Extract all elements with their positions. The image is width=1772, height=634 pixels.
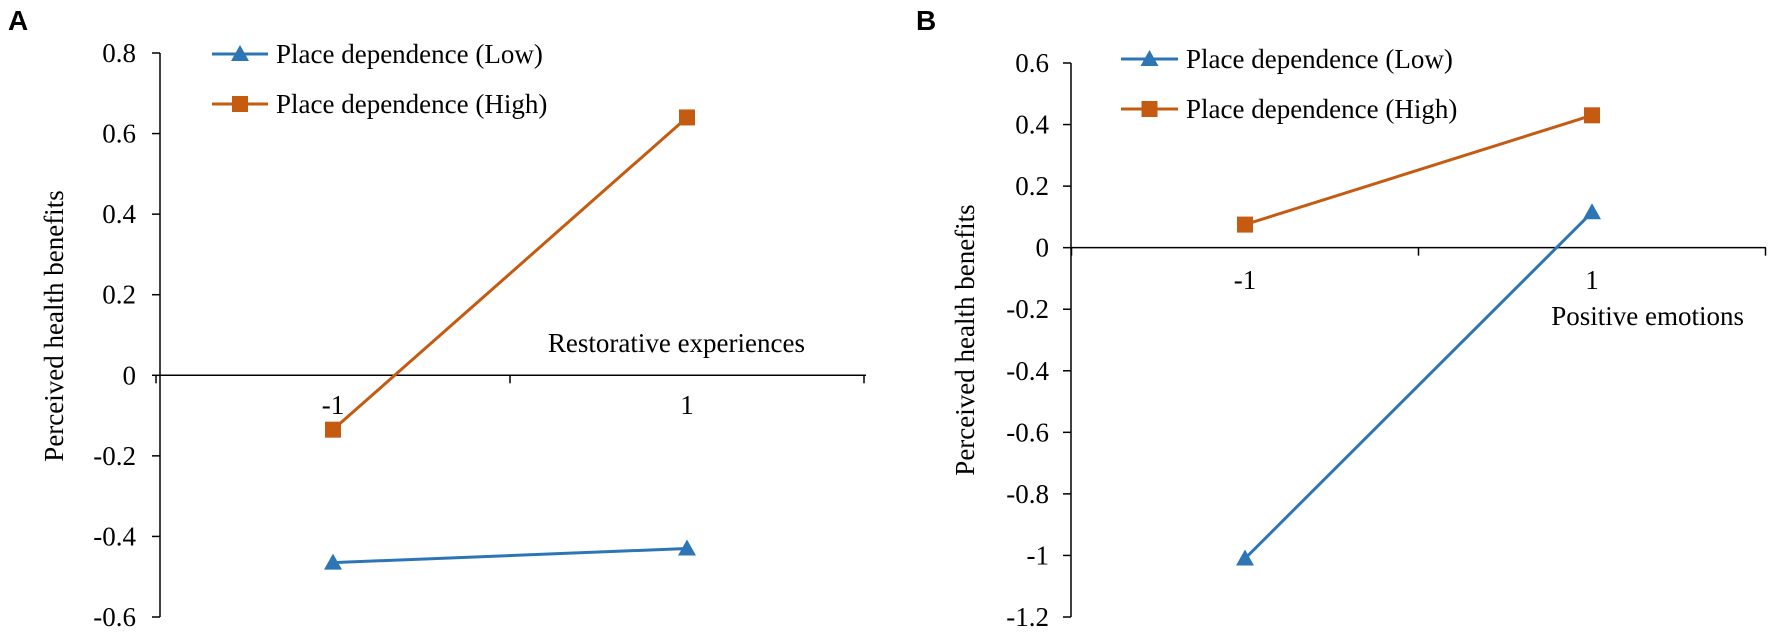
panel-b-x-tick-label: 1 <box>1585 265 1599 295</box>
panel-b-y-tick-label: -0.4 <box>1006 356 1049 386</box>
panel-a-y-tick-label: -0.2 <box>93 441 136 471</box>
panel-b-y-axis-title: Perceived health benefits <box>950 204 980 475</box>
panel-a-series-high-point <box>325 421 341 438</box>
panel-b-series-high-point <box>1584 107 1600 124</box>
panel-a-y-tick-label: 0.6 <box>102 119 136 149</box>
panel-b-x-axis-title: Positive emotions <box>1551 301 1744 331</box>
panel-a-y-tick-label: -0.4 <box>93 521 136 551</box>
panel-a-x-axis-title: Restorative experiences <box>548 328 805 358</box>
panel-b-legend-low-label: Place dependence (Low) <box>1186 44 1453 74</box>
panel-b-y-tick-label: -0.6 <box>1006 417 1049 447</box>
panel-b-y-tick-label: -0.8 <box>1006 479 1049 509</box>
panel-a-series-low-line <box>332 547 688 565</box>
panel-b-y-tick-label: 0.2 <box>1015 171 1049 201</box>
panel-a-x-tick-label: -1 <box>322 390 345 420</box>
panel-a-legend-high-marker <box>232 96 248 112</box>
panel-b-y-tick-label: 0.4 <box>1015 110 1049 140</box>
panel-b-legend-high-marker <box>1141 101 1158 117</box>
panel-b-legend-high-label: Place dependence (High) <box>1186 94 1457 124</box>
panel-a-y-tick-label: 0 <box>123 360 137 390</box>
panel-a-y-tick-label: 0.2 <box>102 280 136 310</box>
panel-a-series-low-point <box>324 553 342 570</box>
panel-b-y-tick-label: 0 <box>1036 233 1050 263</box>
panel-b-series-low-point <box>1236 549 1254 566</box>
panel-a-legend-low-marker <box>231 45 249 61</box>
panel-b-series-low-line <box>1243 211 1594 560</box>
panel-a-legend-high-label: Place dependence (High) <box>276 89 547 119</box>
panel-b-y-tick-label: -0.2 <box>1006 294 1049 324</box>
panel-b-series-low-point <box>1583 203 1601 220</box>
panel-a-y-tick-label: 0.4 <box>102 199 136 229</box>
panel-b-series-high-point <box>1237 216 1253 233</box>
panel-b-label: B <box>916 5 936 36</box>
panel-a-series-high-line <box>332 116 688 431</box>
panel-a-legend-low-label: Place dependence (Low) <box>276 39 543 69</box>
panel-a-y-axis-title: Perceived health benefits <box>39 190 69 461</box>
panel-b-y-tick-label: 0.6 <box>1015 48 1049 78</box>
panel-b-y-tick-label: -1 <box>1027 540 1050 570</box>
panel-a-series-low-point <box>678 539 696 556</box>
panel-b-x-tick-label: -1 <box>1234 265 1257 295</box>
panel-a-y-tick-label: 0.8 <box>102 38 136 68</box>
panel-a-y-tick-label: -0.6 <box>93 602 136 632</box>
panel-b-y-tick-label: -1.2 <box>1006 602 1049 632</box>
panel-a-label: A <box>8 5 28 36</box>
panel-b-series-high-line <box>1244 113 1593 227</box>
panel-b-legend-low-marker <box>1140 50 1159 66</box>
panel-a-x-tick-label: 1 <box>680 390 694 420</box>
panel-a-series-high-point <box>679 109 695 126</box>
